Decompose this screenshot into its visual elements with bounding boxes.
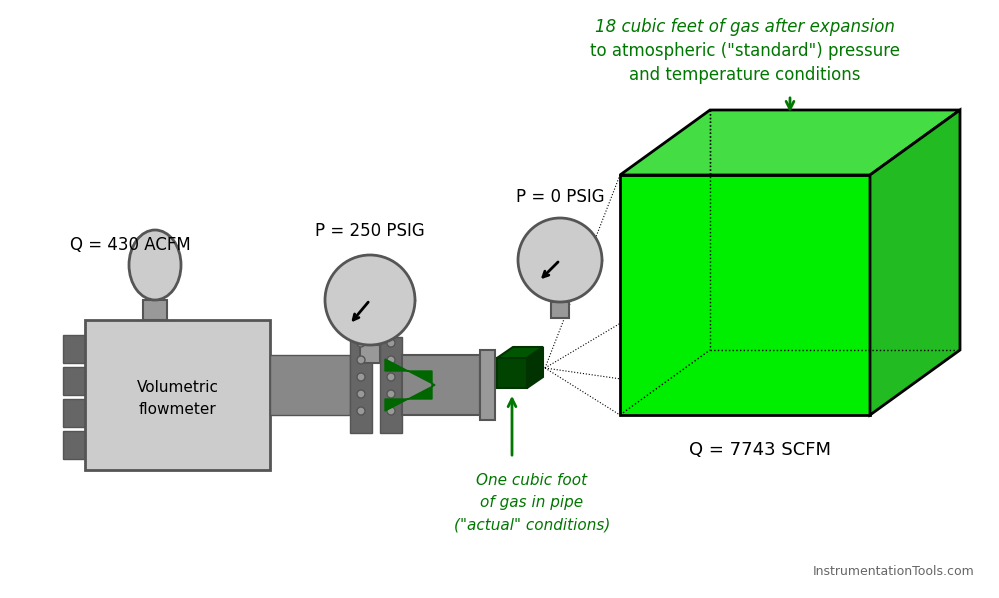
- Bar: [63, 399, 85, 427]
- Text: InstrumentationTools.com: InstrumentationTools.com: [813, 565, 975, 578]
- Bar: [620, 175, 870, 415]
- Bar: [350, 337, 372, 433]
- FancyArrow shape: [385, 359, 435, 411]
- Bar: [360, 345, 380, 363]
- Polygon shape: [497, 347, 543, 358]
- Text: of gas in pipe: of gas in pipe: [481, 495, 583, 510]
- Circle shape: [357, 390, 365, 398]
- Circle shape: [357, 407, 365, 415]
- Text: Q = 430 ACFM: Q = 430 ACFM: [70, 236, 191, 254]
- Text: P = 250 PSIG: P = 250 PSIG: [315, 222, 425, 240]
- Text: P = 0 PSIG: P = 0 PSIG: [515, 188, 604, 206]
- Circle shape: [387, 339, 395, 347]
- Bar: [143, 300, 167, 320]
- Text: Q = 7743 SCFM: Q = 7743 SCFM: [689, 441, 831, 459]
- Text: 18 cubic feet of gas after expansion: 18 cubic feet of gas after expansion: [595, 18, 895, 36]
- Circle shape: [387, 373, 395, 381]
- Text: One cubic foot: One cubic foot: [477, 473, 587, 488]
- Polygon shape: [527, 347, 543, 388]
- Bar: [551, 302, 569, 318]
- Text: flowmeter: flowmeter: [139, 401, 217, 416]
- Bar: [63, 431, 85, 459]
- Circle shape: [387, 407, 395, 415]
- Bar: [270, 355, 350, 415]
- Ellipse shape: [129, 230, 181, 300]
- Polygon shape: [620, 110, 960, 175]
- Circle shape: [387, 356, 395, 364]
- Bar: [497, 358, 527, 388]
- Text: Volumetric: Volumetric: [137, 380, 219, 395]
- Polygon shape: [870, 110, 960, 415]
- Circle shape: [357, 373, 365, 381]
- Bar: [63, 335, 85, 363]
- Bar: [380, 337, 402, 433]
- Text: and temperature conditions: and temperature conditions: [629, 66, 861, 84]
- Circle shape: [325, 255, 415, 345]
- Text: ("actual" conditions): ("actual" conditions): [454, 517, 610, 532]
- Text: to atmospheric ("standard") pressure: to atmospheric ("standard") pressure: [590, 42, 900, 60]
- Bar: [480, 350, 495, 420]
- Circle shape: [357, 356, 365, 364]
- Circle shape: [518, 218, 602, 302]
- Bar: [63, 367, 85, 395]
- Bar: [402, 355, 480, 415]
- Circle shape: [357, 339, 365, 347]
- Bar: [85, 320, 270, 470]
- Circle shape: [387, 390, 395, 398]
